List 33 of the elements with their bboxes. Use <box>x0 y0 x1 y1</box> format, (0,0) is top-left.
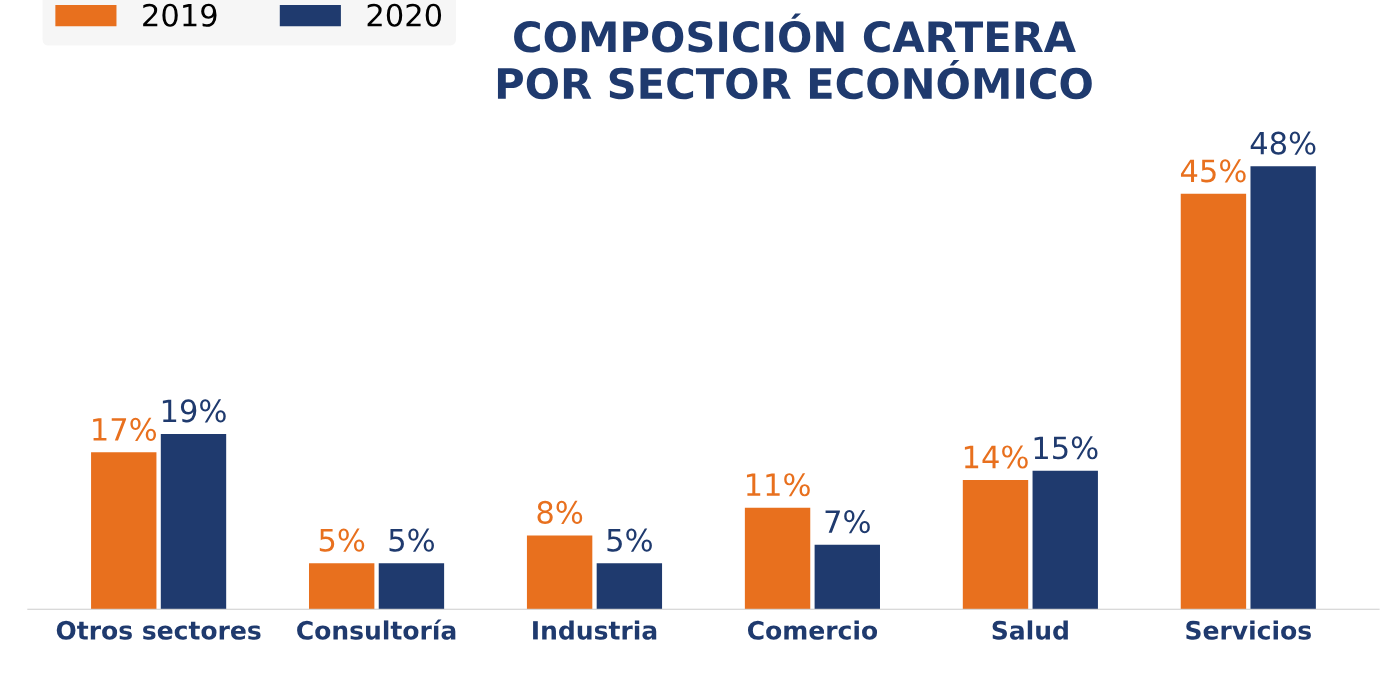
data-label: 7% <box>825 510 870 534</box>
data-label: 15% <box>1034 436 1098 460</box>
bar <box>160 433 227 610</box>
x-tick-label: Otros sectores <box>56 620 261 640</box>
data-label: 8% <box>537 500 583 524</box>
data-label: 5% <box>607 528 652 552</box>
x-tick-label: Industria <box>533 620 657 640</box>
data-label: 11% <box>746 473 810 497</box>
x-tick-label: Comercio <box>747 620 878 640</box>
x-tick-label: Servicios <box>1186 620 1311 640</box>
bar <box>1180 193 1247 610</box>
data-label: 48% <box>1250 131 1316 155</box>
bar <box>744 507 811 610</box>
bar <box>596 563 663 610</box>
bar <box>814 544 880 610</box>
data-label: 17% <box>93 417 157 441</box>
x-tick-label: Consultoría <box>297 619 456 640</box>
bar <box>1250 166 1316 610</box>
data-label: 19% <box>162 399 226 423</box>
chart-title: COMPOSICIÓN CARTERA POR SECTOR ECONÓMICO <box>497 13 1092 100</box>
bar <box>378 563 445 610</box>
bar <box>91 452 157 610</box>
legend-label: 2019 <box>143 3 217 27</box>
data-label: 5% <box>319 528 365 552</box>
bar <box>962 480 1029 610</box>
legend-label: 2020 <box>367 3 442 27</box>
x-tick-label: Salud <box>992 620 1068 640</box>
data-label: 5% <box>389 528 434 552</box>
data-label: 45% <box>1180 159 1246 183</box>
bar <box>526 535 593 610</box>
bar <box>309 563 375 610</box>
bar <box>1032 470 1098 610</box>
data-label: 14% <box>964 445 1028 469</box>
